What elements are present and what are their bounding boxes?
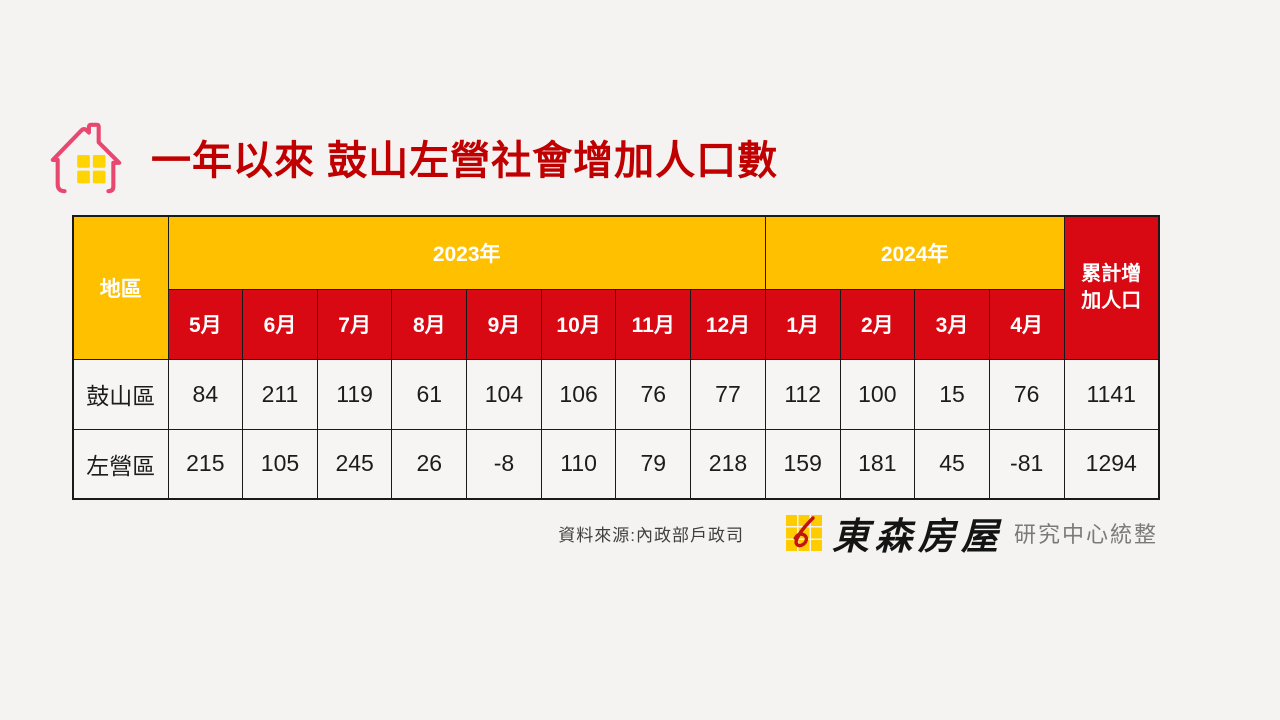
month-header: 8月 xyxy=(391,288,468,360)
data-cell: 61 xyxy=(391,358,468,430)
brand-grid-icon xyxy=(785,515,822,551)
data-cell: -81 xyxy=(988,428,1065,500)
data-source-text: 資料來源:內政部戶政司 xyxy=(558,525,744,545)
total-column-header: 累計增加人口 xyxy=(1063,215,1160,360)
month-header: 1月 xyxy=(764,288,841,360)
data-cell: 76 xyxy=(615,358,692,430)
month-header: 4月 xyxy=(988,288,1065,360)
data-cell: 76 xyxy=(988,358,1065,430)
month-header: 12月 xyxy=(690,288,766,360)
month-header: 10月 xyxy=(540,288,617,360)
data-cell: 215 xyxy=(167,428,244,500)
month-header: 11月 xyxy=(615,288,692,360)
data-cell: 77 xyxy=(690,358,766,430)
brand-suffix: 研究中心統整 xyxy=(1013,522,1158,547)
table-month-header-row: 5月 6月 7月 8月 9月 10月 11月 12月 1月 2月 3月 4月 xyxy=(73,288,1159,360)
data-cell: 181 xyxy=(839,428,916,500)
year-group-2024: 2024年 xyxy=(764,215,1065,290)
data-cell: 112 xyxy=(764,358,841,430)
data-cell: 15 xyxy=(914,358,990,430)
month-header: 2月 xyxy=(839,288,916,360)
data-cell: 110 xyxy=(540,428,617,500)
region-label: 左營區 xyxy=(72,428,169,500)
data-cell: 100 xyxy=(839,358,916,430)
footer: 資料來源:內政部戶政司 東森房屋 研究中心統整 xyxy=(558,503,1158,563)
data-cell: 218 xyxy=(690,428,766,500)
month-header: 5月 xyxy=(167,288,244,360)
data-cell: 106 xyxy=(540,358,617,430)
brand-name: 東森房屋 xyxy=(831,514,1004,558)
total-cell: 1141 xyxy=(1063,358,1160,430)
data-cell: 26 xyxy=(391,428,468,500)
total-cell: 1294 xyxy=(1063,428,1160,500)
year-group-2023: 2023年 xyxy=(167,215,766,290)
brand-logo: 東森房屋 研究中心統整 xyxy=(785,506,1158,560)
month-header: 3月 xyxy=(914,288,990,360)
house-icon xyxy=(50,122,122,194)
month-header: 9月 xyxy=(466,288,542,360)
data-cell: 79 xyxy=(615,428,692,500)
data-cell: 104 xyxy=(466,358,542,430)
data-cell: 245 xyxy=(316,428,393,500)
data-cell: 119 xyxy=(316,358,393,430)
data-cell: -8 xyxy=(466,428,542,500)
table-row-gushan: 鼓山區 84 211 119 61 104 106 76 77 112 100 … xyxy=(72,358,1160,430)
table-row-zuoying: 左營區 215 105 245 26 -8 110 79 218 159 181… xyxy=(72,428,1160,500)
data-cell: 45 xyxy=(914,428,990,500)
data-cell: 211 xyxy=(242,358,318,430)
region-column-header: 地區 xyxy=(72,215,169,360)
month-header: 6月 xyxy=(242,288,318,360)
month-header: 7月 xyxy=(316,288,393,360)
data-cell: 84 xyxy=(167,358,244,430)
population-table: 地區 2023年 2024年 累計增加人口 5月 6月 7月 8月 9月 10月… xyxy=(72,215,1160,500)
title-row: 一年以來 鼓山左營社會增加人口數 xyxy=(45,116,778,198)
page-title: 一年以來 鼓山左營社會增加人口數 xyxy=(151,139,779,183)
table-year-header-row: 地區 2023年 2024年 累計增加人口 xyxy=(72,215,1160,360)
region-label: 鼓山區 xyxy=(72,358,169,430)
data-cell: 159 xyxy=(764,428,841,500)
data-cell: 105 xyxy=(242,428,318,500)
